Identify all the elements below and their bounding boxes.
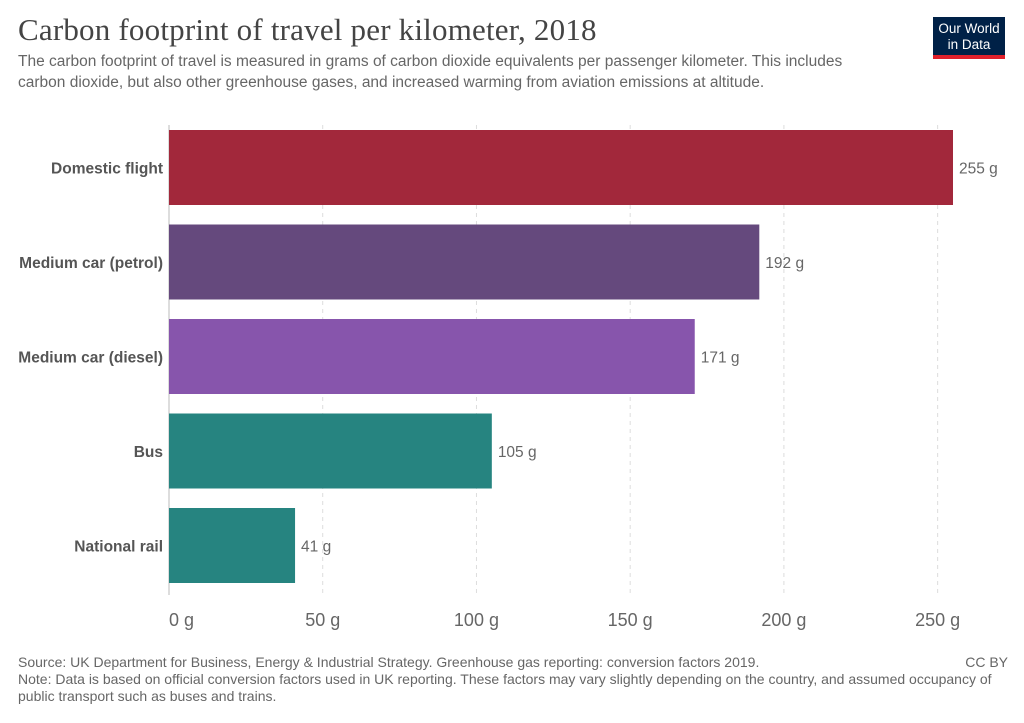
owid-logo[interactable]: Our World in Data xyxy=(933,17,1005,59)
bar xyxy=(169,413,492,489)
chart-title: Carbon footprint of travel per kilometer… xyxy=(18,12,597,47)
bar xyxy=(169,224,760,300)
category-label: Domestic flight xyxy=(51,161,163,178)
bar xyxy=(169,319,695,394)
chart-footer: Source: UK Department for Business, Ener… xyxy=(18,654,1008,705)
category-label: Bus xyxy=(134,444,163,461)
license-link[interactable]: CC BY xyxy=(965,654,1008,670)
value-label: 255 g xyxy=(959,161,998,178)
value-label: 192 g xyxy=(765,255,804,272)
category-label: Medium car (petrol) xyxy=(19,255,163,272)
logo-line-2: in Data xyxy=(947,37,991,52)
note-text: Note: Data is based on official conversi… xyxy=(18,671,992,704)
value-label: 171 g xyxy=(701,350,740,367)
bar xyxy=(169,130,953,205)
x-tick-label: 0 g xyxy=(169,610,194,630)
bar-chart: Domestic flight 255 g Medium car (petrol) 1… xyxy=(18,125,998,630)
x-tick-label: 250 g xyxy=(915,610,960,630)
value-label: 41 g xyxy=(301,539,331,556)
x-tick-label: 50 g xyxy=(305,610,340,630)
category-label: Medium car (diesel) xyxy=(18,350,163,367)
bar xyxy=(169,508,296,583)
x-tick-label: 200 g xyxy=(761,610,806,630)
x-tick-label: 150 g xyxy=(608,610,653,630)
x-tick-label: 100 g xyxy=(454,610,499,630)
logo-line-1: Our World xyxy=(938,21,1000,36)
value-label: 105 g xyxy=(498,444,537,461)
category-label: National rail xyxy=(74,539,163,556)
chart-subtitle: The carbon footprint of travel is measur… xyxy=(18,53,843,91)
source-text: Source: UK Department for Business, Ener… xyxy=(18,654,760,670)
